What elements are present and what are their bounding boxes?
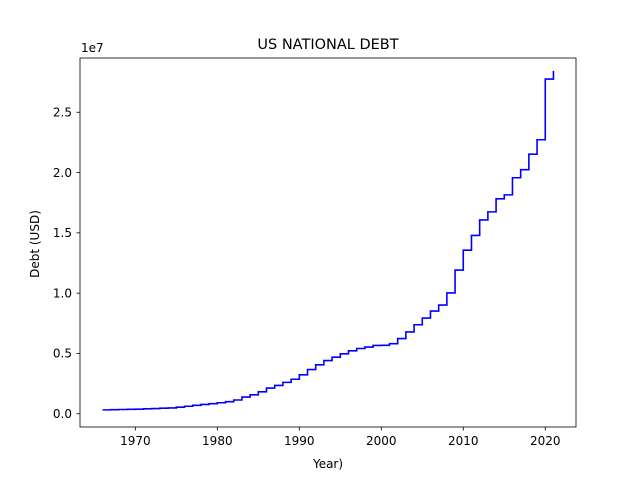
x-axis-ticks: 1970 1980 1990 2000 2010 2020	[120, 427, 561, 448]
y-axis-offset-label: 1e7	[81, 41, 104, 55]
x-tick-label: 2000	[366, 434, 397, 448]
x-tick-label: 1990	[284, 434, 315, 448]
y-tick-label: 0.5	[53, 347, 72, 361]
x-tick-label: 2010	[448, 434, 479, 448]
y-tick-label: 1.0	[53, 286, 72, 300]
chart-title: US NATIONAL DEBT	[257, 37, 398, 53]
plot-frame	[79, 57, 577, 428]
y-axis-ticks: 0.0 0.5 1.0 1.5 2.0 2.5	[53, 106, 80, 421]
y-axis-label: Debt (USD)	[28, 210, 42, 278]
y-tick-label: 0.0	[53, 407, 72, 421]
x-tick-label: 1980	[202, 434, 233, 448]
debt-series-line	[102, 70, 555, 411]
x-tick-label: 1970	[120, 434, 151, 448]
data-layer	[102, 70, 555, 411]
y-tick-label: 1.5	[53, 226, 72, 240]
x-tick-label: 2020	[530, 434, 561, 448]
y-tick-label: 2.5	[53, 106, 72, 120]
y-tick-label: 2.0	[53, 166, 72, 180]
x-axis-label: Year)	[312, 457, 343, 471]
plot-area	[79, 57, 577, 428]
